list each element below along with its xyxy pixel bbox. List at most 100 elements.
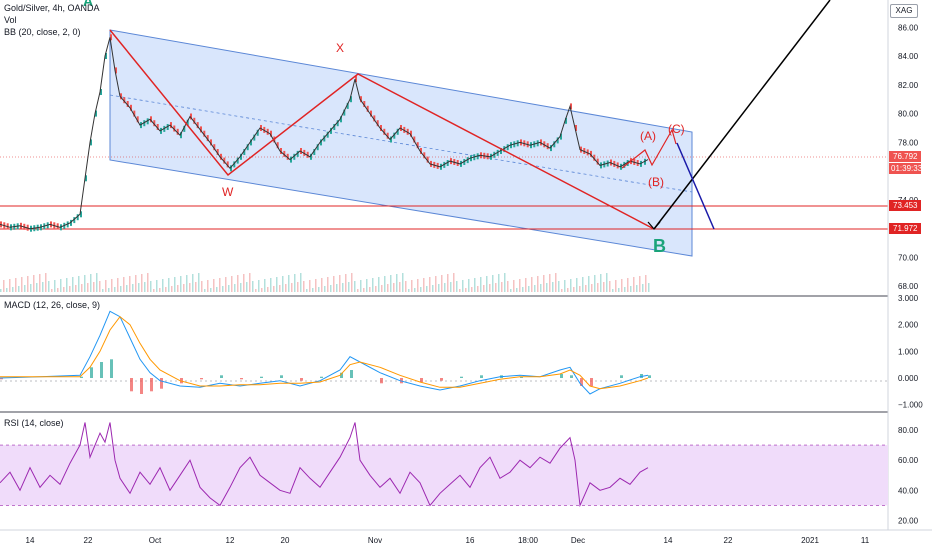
projection-up-line[interactable]: [653, 0, 831, 230]
volume-bar: [69, 286, 71, 292]
volume-bar: [255, 289, 257, 292]
time-tick-label: 22: [84, 536, 93, 545]
volume-bar: [450, 282, 452, 292]
price-candle: [223, 157, 226, 164]
macd-histogram-bar: [350, 370, 353, 378]
projection-down-line[interactable]: [676, 142, 715, 230]
volume-bar: [573, 287, 575, 292]
price-candle: [550, 145, 552, 152]
volume-bar: [180, 276, 182, 292]
volume-bar: [612, 289, 614, 292]
volume-bar: [576, 278, 578, 292]
volume-bar: [561, 289, 563, 292]
price-candle: [276, 142, 279, 149]
volume-bar: [639, 276, 641, 292]
price-candle: [306, 151, 309, 158]
price-candle: [216, 149, 219, 155]
volume-bar: [51, 289, 53, 292]
volume-bar: [483, 285, 485, 292]
volume-bar: [378, 277, 380, 292]
price-candle: [250, 139, 252, 146]
volume-bar: [102, 289, 104, 292]
volume-bar: [144, 282, 146, 292]
volume-bar: [402, 273, 404, 292]
vol-legend[interactable]: Vol: [4, 15, 17, 25]
macd-histogram-bar: [380, 378, 383, 384]
macd-tick-label: 0.000: [898, 374, 919, 383]
price-candle: [213, 144, 216, 151]
macd-legend[interactable]: MACD (12, 26, close, 9): [4, 300, 101, 310]
volume-bar: [186, 275, 188, 292]
volume-bar: [81, 284, 83, 292]
price-candle: [343, 109, 346, 116]
price-candle: [90, 139, 92, 146]
price-candle: [423, 152, 426, 159]
symbol-badge[interactable]: XAG: [890, 4, 918, 18]
volume-bar: [183, 284, 185, 292]
volume-bar: [33, 275, 35, 292]
price-candle: [366, 105, 369, 112]
price-candle: [503, 146, 506, 153]
volume-bar: [390, 275, 392, 292]
volume-bar: [591, 284, 593, 292]
price-candle: [370, 110, 372, 117]
macd-histogram-bar: [260, 376, 263, 378]
volume-bar: [306, 289, 308, 292]
volume-bar: [384, 276, 386, 292]
price-tick-label: 86.00: [898, 23, 919, 32]
volume-bar: [342, 283, 344, 292]
volume-bar: [249, 273, 251, 292]
volume-bar: [336, 284, 338, 292]
price-candle: [560, 133, 562, 140]
rsi-legend[interactable]: RSI (14, close): [4, 418, 64, 428]
volume-bar: [162, 279, 164, 292]
volume-bar: [84, 275, 86, 292]
volume-bar: [225, 277, 227, 292]
macd-tick-label: −1.000: [898, 401, 923, 410]
volume-bar: [366, 279, 368, 292]
time-tick-label: Oct: [149, 536, 162, 545]
price-candle: [176, 128, 179, 135]
macd-histogram-bar: [240, 378, 243, 380]
volume-bar: [615, 280, 617, 292]
price-candle: [500, 148, 502, 154]
wave-abc-projection[interactable]: [621, 128, 677, 169]
volume-bar: [357, 289, 359, 292]
volume-bar: [507, 281, 509, 292]
price-candle: [76, 214, 79, 221]
macd-histogram-bar: [160, 378, 163, 389]
volume-bar: [0, 289, 2, 292]
volume-bar: [477, 286, 479, 292]
price-candle: [426, 156, 429, 163]
volume-bar: [75, 285, 77, 292]
volume-bar: [66, 278, 68, 292]
macd-histogram-bar: [580, 378, 583, 386]
volume-bar: [543, 275, 545, 292]
price-candle: [180, 132, 182, 139]
price-candle: [150, 116, 152, 123]
volume-bar: [201, 281, 203, 292]
trend-channel[interactable]: [109, 29, 693, 257]
price-candle: [420, 148, 422, 154]
price-candle: [220, 153, 222, 160]
volume-bar: [630, 286, 632, 292]
price-candle: [296, 150, 299, 157]
macd-histogram-bar: [110, 359, 113, 378]
price-candle: [133, 110, 136, 117]
price-candle: [190, 113, 192, 120]
price-candle: [320, 139, 322, 146]
volume-bar: [441, 275, 443, 292]
label-wave-b: (B): [648, 175, 664, 189]
bb-legend[interactable]: BB (20, close, 2, 0): [4, 27, 81, 37]
volume-bar: [480, 277, 482, 292]
volume-bar: [171, 286, 173, 292]
volume-bar: [24, 285, 26, 292]
price-candle: [270, 130, 272, 137]
volume-bar: [549, 274, 551, 292]
signal-line: [0, 315, 649, 390]
volume-bar: [369, 287, 371, 292]
wave-wxy-line[interactable]: [109, 29, 655, 230]
chart-title[interactable]: Gold/Silver, 4h, OANDA: [4, 3, 100, 13]
